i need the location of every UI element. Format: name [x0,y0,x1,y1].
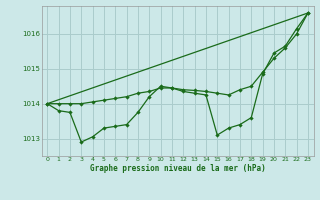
X-axis label: Graphe pression niveau de la mer (hPa): Graphe pression niveau de la mer (hPa) [90,164,266,173]
